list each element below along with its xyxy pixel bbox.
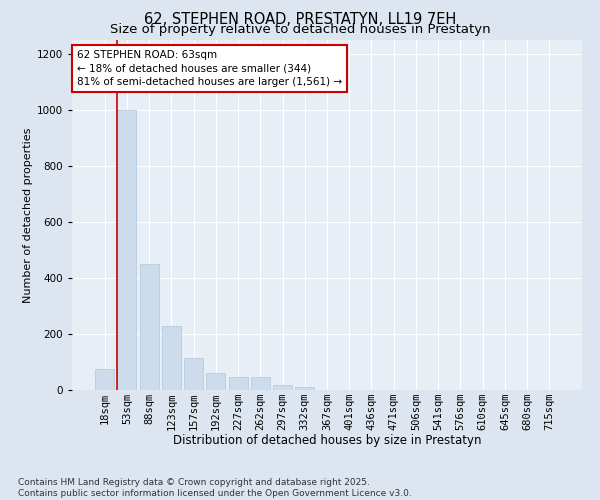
Text: Size of property relative to detached houses in Prestatyn: Size of property relative to detached ho… bbox=[110, 22, 490, 36]
Text: Contains HM Land Registry data © Crown copyright and database right 2025.
Contai: Contains HM Land Registry data © Crown c… bbox=[18, 478, 412, 498]
Text: 62, STEPHEN ROAD, PRESTATYN, LL19 7EH: 62, STEPHEN ROAD, PRESTATYN, LL19 7EH bbox=[144, 12, 456, 28]
Bar bbox=[162, 326, 181, 390]
Bar bbox=[206, 373, 225, 390]
Y-axis label: Number of detached properties: Number of detached properties bbox=[23, 128, 32, 302]
Bar bbox=[295, 386, 314, 390]
Bar bbox=[229, 376, 248, 390]
Bar bbox=[118, 110, 136, 390]
X-axis label: Distribution of detached houses by size in Prestatyn: Distribution of detached houses by size … bbox=[173, 434, 481, 448]
Bar bbox=[251, 376, 270, 390]
Bar bbox=[273, 385, 292, 390]
Text: 62 STEPHEN ROAD: 63sqm
← 18% of detached houses are smaller (344)
81% of semi-de: 62 STEPHEN ROAD: 63sqm ← 18% of detached… bbox=[77, 50, 342, 87]
Bar bbox=[95, 369, 114, 390]
Bar bbox=[140, 264, 158, 390]
Bar bbox=[184, 358, 203, 390]
